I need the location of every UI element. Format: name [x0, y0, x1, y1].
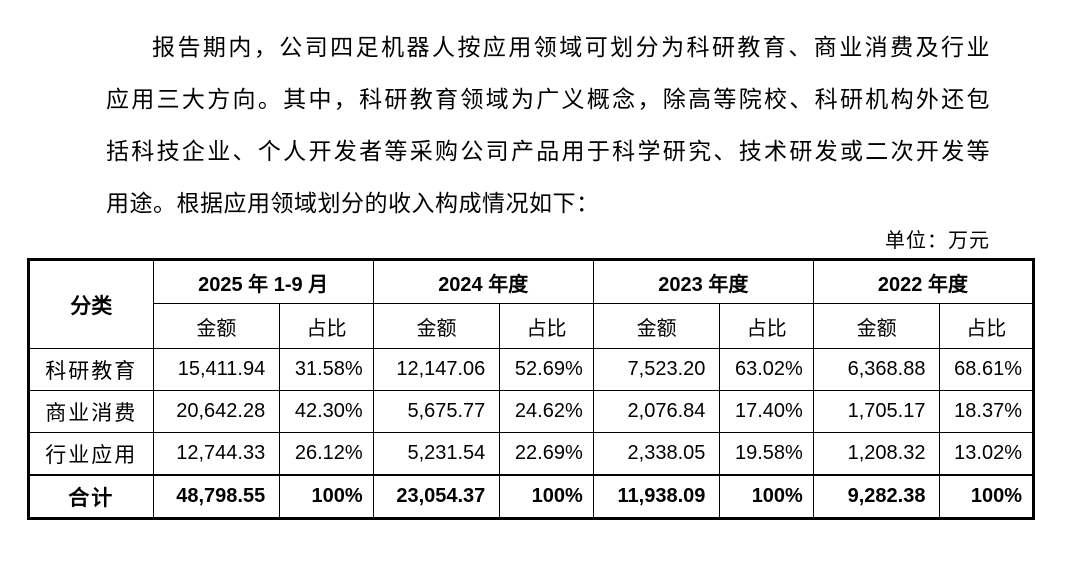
table-row-total: 合计 48,798.55 100% 23,054.37 100% 11,938.… [28, 474, 1034, 519]
subheader-amount-2025: 金额 [152, 303, 281, 349]
cell-amount: 2,338.05 [592, 432, 721, 476]
cell-ratio: 100% [939, 474, 1034, 519]
cell-ratio: 100% [279, 474, 374, 519]
subheader-ratio-2023: 占比 [719, 303, 814, 349]
cell-ratio: 22.69% [499, 432, 594, 476]
unit-label: 单位：万元 [885, 230, 990, 252]
paragraph-line-2: 应用三大方向。其中，科研教育领域为广义概念，除高等院校、科研机构外还包 [106, 87, 990, 112]
cell-amount: 15,411.94 [152, 348, 281, 391]
cell-ratio: 18.37% [939, 390, 1034, 433]
column-header-category: 分类 [28, 259, 154, 349]
cell-amount: 23,054.37 [372, 474, 501, 519]
row-category: 科研教育 [28, 348, 154, 391]
paragraph-line-1: 报告期内，公司四足机器人按应用领域可划分为科研教育、商业消费及行业 [152, 35, 990, 60]
cell-ratio: 24.62% [499, 390, 594, 433]
cell-amount: 11,938.09 [592, 474, 721, 519]
subheader-amount-2024: 金额 [372, 303, 501, 349]
subheader-ratio-2024: 占比 [499, 303, 594, 349]
cell-amount: 1,208.32 [812, 432, 941, 476]
column-header-period-2023: 2023 年度 [592, 259, 814, 304]
table-header-year-row: 分类 2025 年 1-9 月 2024 年度 2023 年度 2022 年度 [28, 259, 1035, 349]
cell-amount: 12,744.33 [152, 432, 281, 476]
table-row-industry-application: 行业应用 12,744.33 26.12% 5,231.54 22.69% 2,… [28, 432, 1034, 476]
unit-label-row: 单位：万元 [106, 224, 990, 253]
column-header-period-2024: 2024 年度 [372, 259, 594, 304]
cell-amount: 2,076.84 [592, 390, 721, 433]
cell-ratio: 19.58% [719, 432, 814, 476]
column-header-period-2022: 2022 年度 [812, 259, 1035, 304]
revenue-by-application-table: 分类 2025 年 1-9 月 2024 年度 2023 年度 2022 年度 … [27, 258, 1035, 520]
cell-ratio: 13.02% [939, 432, 1034, 476]
table-row-commercial-consumer: 商业消费 20,642.28 42.30% 5,675.77 24.62% 2,… [28, 390, 1034, 433]
subheader-amount-2023: 金额 [592, 303, 721, 349]
row-category: 商业消费 [28, 390, 154, 433]
cell-ratio: 42.30% [279, 390, 374, 433]
cell-amount: 20,642.28 [152, 390, 281, 433]
cell-amount: 9,282.38 [812, 474, 941, 519]
row-category: 行业应用 [28, 432, 154, 476]
paragraph-line-3: 括科技企业、个人开发者等采购公司产品用于科学研究、技术研发或二次开发等 [106, 139, 990, 164]
cell-amount: 1,705.17 [812, 390, 941, 433]
body-paragraph: 报告期内，公司四足机器人按应用领域可划分为科研教育、商业消费及行业 应用三大方向… [106, 22, 990, 230]
table-header-sub-row: 金额 占比 金额 占比 金额 占比 金额 占比 [29, 303, 1034, 349]
cell-amount: 6,368.88 [812, 348, 941, 391]
paragraph-line-4: 用途。根据应用领域划分的收入构成情况如下： [106, 191, 600, 216]
cell-amount: 7,523.20 [592, 348, 721, 391]
subheader-ratio-2025: 占比 [279, 303, 374, 349]
subheader-ratio-2022: 占比 [939, 303, 1034, 349]
subheader-amount-2022: 金额 [812, 303, 941, 349]
cell-amount: 5,675.77 [372, 390, 501, 433]
cell-ratio: 68.61% [939, 348, 1034, 391]
cell-ratio: 100% [719, 474, 814, 519]
cell-ratio: 17.40% [719, 390, 814, 433]
column-header-period-2025: 2025 年 1-9 月 [152, 259, 374, 304]
cell-ratio: 100% [499, 474, 594, 519]
cell-ratio: 63.02% [719, 348, 814, 391]
cell-ratio: 26.12% [279, 432, 374, 476]
cell-amount: 5,231.54 [372, 432, 501, 476]
cell-amount: 48,798.55 [152, 474, 281, 519]
table-row-research-education: 科研教育 15,411.94 31.58% 12,147.06 52.69% 7… [28, 348, 1034, 391]
cell-ratio: 31.58% [279, 348, 374, 391]
cell-ratio: 52.69% [499, 348, 594, 391]
cell-amount: 12,147.06 [372, 348, 501, 391]
row-category: 合计 [28, 474, 154, 519]
